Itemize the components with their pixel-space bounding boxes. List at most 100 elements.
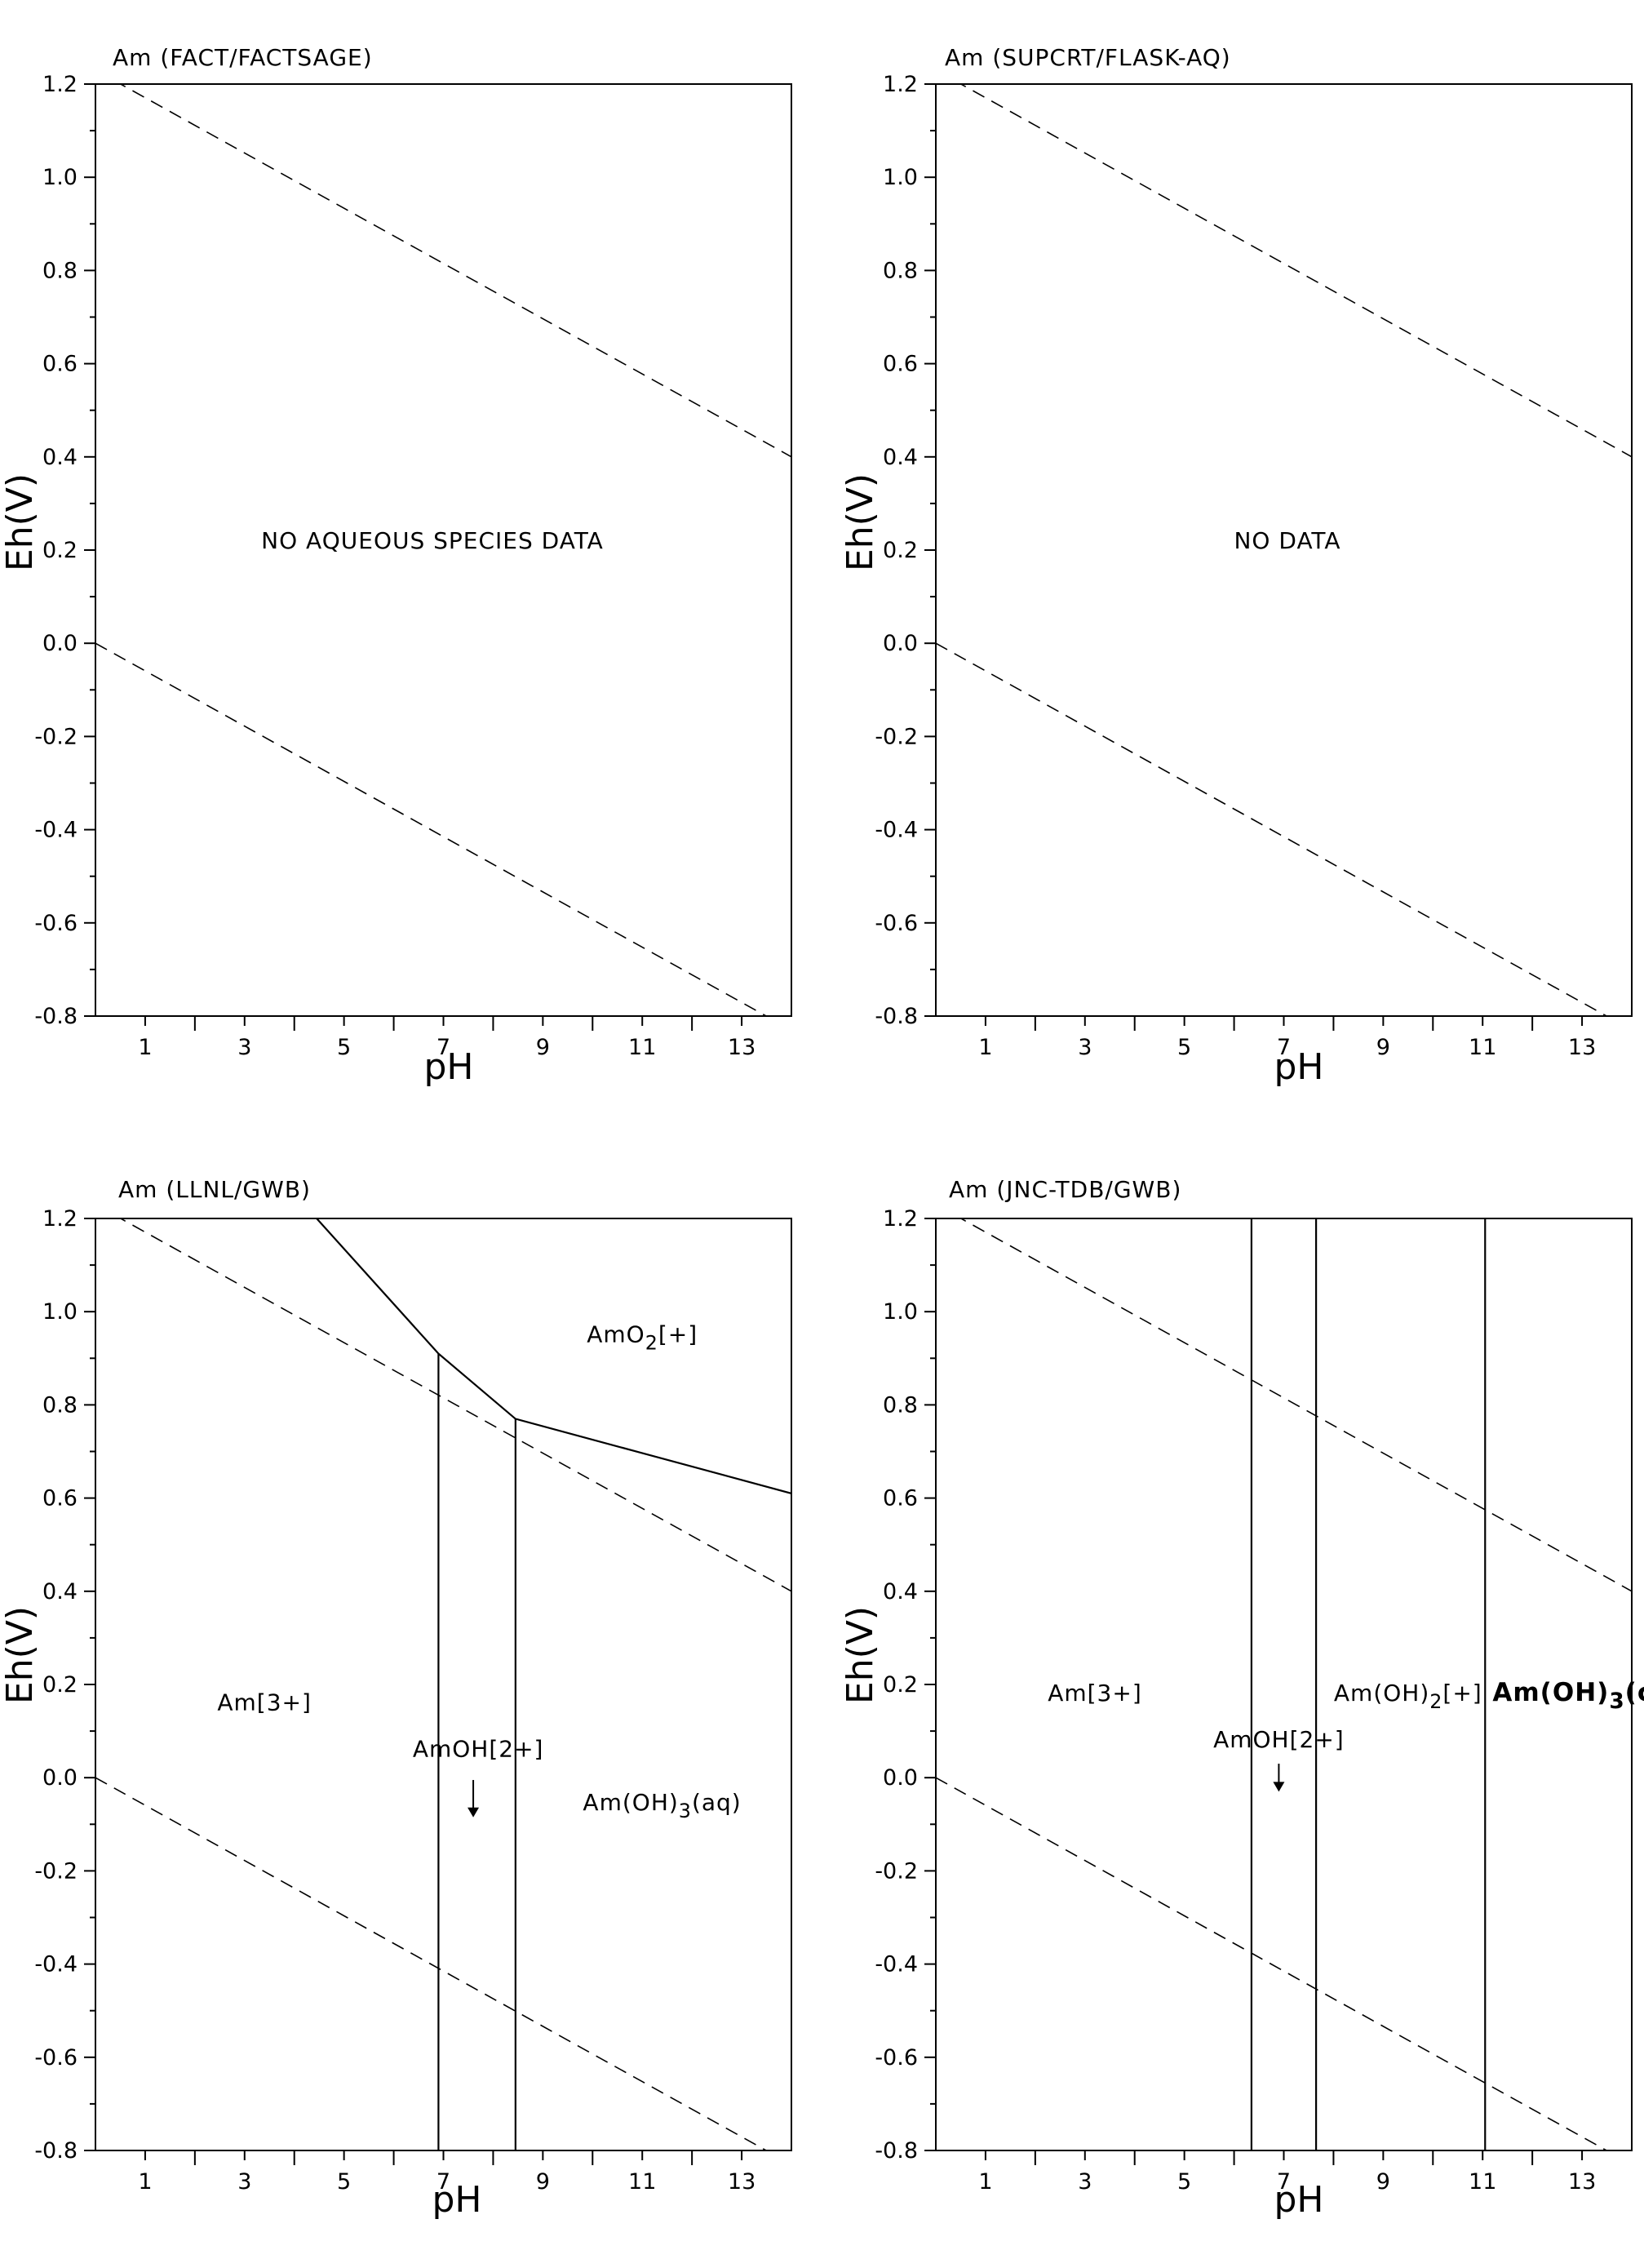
- x-tick-label: 9: [1376, 2169, 1390, 2195]
- x-tick-label: 9: [1376, 1035, 1390, 1060]
- y-tick-label: 0.4: [42, 445, 78, 470]
- plot-content: [936, 84, 1632, 1016]
- region-label-text: Am[3+]: [1048, 1680, 1142, 1707]
- y-tick-label: 0.6: [883, 1486, 918, 1511]
- y-tick-label: 0.6: [42, 352, 78, 377]
- panel-fact-factsage: Am (FACT/FACTSAGE) Eh(V) pH NO AQUEOUS S…: [0, 44, 792, 1088]
- region-label-subscript: 2: [645, 1331, 658, 1354]
- y-tick-label: -0.2: [34, 724, 78, 749]
- y-tick-label: 1.2: [42, 72, 78, 97]
- panel-supcrt-flask-aq: Am (SUPCRT/FLASK-AQ) Eh(V) pH NO DATA 1.…: [840, 44, 1633, 1088]
- y-axis-label: Eh(V): [0, 473, 41, 571]
- arrow-head: [467, 1807, 480, 1818]
- water-stability-line: [119, 1218, 791, 1592]
- water-stability-line: [119, 84, 791, 458]
- region-label-text: (aq): [692, 1789, 742, 1816]
- y-tick-label: 1.2: [883, 72, 918, 97]
- region-label: AmOH[2+]: [413, 1736, 544, 1763]
- x-tick-label: 1: [978, 1035, 992, 1060]
- region-label-text: Am(OH): [1492, 1678, 1609, 1707]
- panel-jnc-tdb-gwb: Am (JNC-TDB/GWB) Eh(V) pH 1.2 1.0 0.8 0.6 0.…: [840, 1176, 1644, 2221]
- x-tick-label: 5: [337, 1035, 351, 1060]
- water-stability-line: [959, 1218, 1632, 1592]
- region-label: AmOH[2+]: [1213, 1726, 1345, 1753]
- x-tick-label: 9: [536, 2169, 550, 2195]
- y-tick-label: -0.4: [875, 818, 918, 843]
- x-axis-label: pH: [423, 1046, 473, 1088]
- region-label-text: AmOH[2+]: [1213, 1726, 1345, 1753]
- x-tick-label: 5: [1177, 1035, 1191, 1060]
- x-tick-label: 11: [628, 2169, 656, 2195]
- water-stability-line: [936, 642, 1608, 1016]
- x-tick-label: 7: [1277, 1035, 1291, 1060]
- x-tick-label: 9: [536, 1035, 550, 1060]
- x-tick-label: 3: [237, 1035, 251, 1060]
- panel-title: Am (JNC-TDB/GWB): [949, 1176, 1181, 1203]
- y-tick-label: 0.6: [42, 1486, 78, 1511]
- y-tick-label: 0.2: [42, 1672, 78, 1698]
- x-axis-label: pH: [432, 2179, 481, 2221]
- y-tick-label: -0.4: [875, 1952, 918, 1977]
- x-tick-label: 7: [436, 2169, 450, 2195]
- region-label-subscript: 3: [1609, 1689, 1624, 1714]
- region-label-text: Am[3+]: [217, 1689, 312, 1715]
- y-tick-label: -0.6: [34, 911, 78, 936]
- y-tick-label: 0.4: [42, 1579, 78, 1604]
- x-axis-label: pH: [1274, 2179, 1323, 2221]
- x-tick-label: 3: [1078, 2169, 1092, 2195]
- region-label: Am(OH)2[+]: [1334, 1680, 1482, 1713]
- region-label: Am[3+]: [1048, 1680, 1142, 1707]
- y-tick-label: 0.0: [883, 1765, 918, 1791]
- y-tick-label: 0.8: [883, 1392, 918, 1418]
- y-tick-label: 0.4: [883, 1579, 918, 1604]
- x-tick-label: 11: [1469, 2169, 1496, 2195]
- y-axis-label: Eh(V): [840, 1606, 881, 1704]
- x-tick-label: 1: [138, 1035, 152, 1060]
- y-tick-label: 1.0: [883, 165, 918, 190]
- y-tick-label: 0.6: [883, 352, 918, 377]
- arrow-head: [1273, 1782, 1285, 1792]
- x-tick-label: 3: [237, 2169, 251, 2195]
- predominance-boundary: [316, 1218, 791, 1494]
- y-tick-label: 1.2: [883, 1206, 918, 1232]
- water-stability-line: [959, 84, 1632, 458]
- x-tick-label: 13: [1568, 2169, 1596, 2195]
- water-stability-line: [936, 1777, 1608, 2150]
- y-tick-label: -0.6: [875, 2045, 918, 2070]
- x-tick-label: 7: [1277, 2169, 1291, 2195]
- y-tick-label: 0.8: [42, 1392, 78, 1418]
- y-tick-label: -0.4: [34, 1952, 78, 1977]
- y-tick-label: 1.0: [42, 1299, 78, 1325]
- x-tick-label: 5: [1177, 2169, 1191, 2195]
- y-tick-label: 1.2: [42, 1206, 78, 1232]
- y-tick-label: 0.0: [42, 1765, 78, 1791]
- no-aqueous-data-note: NO AQUEOUS SPECIES DATA: [261, 527, 604, 554]
- panel-title: Am (FACT/FACTSAGE): [113, 44, 373, 71]
- y-tick-label: -0.2: [875, 1858, 918, 1884]
- y-tick-label: 1.0: [42, 165, 78, 190]
- panel-title: Am (LLNL/GWB): [118, 1176, 311, 1203]
- y-tick-label: -0.8: [875, 1004, 918, 1029]
- y-tick-label: 0.0: [883, 631, 918, 656]
- y-tick-label: 0.8: [42, 258, 78, 283]
- y-axis-label: Eh(V): [840, 473, 881, 571]
- y-tick-label: -0.8: [875, 2138, 918, 2164]
- region-label: AmO2[+]: [587, 1320, 698, 1354]
- y-tick-label: 0.8: [883, 258, 918, 283]
- no-data-note: NO DATA: [1234, 527, 1340, 554]
- x-tick-label: 5: [337, 2169, 351, 2195]
- x-tick-label: 13: [728, 2169, 756, 2195]
- x-tick-label: 1: [138, 2169, 152, 2195]
- y-axis-label: Eh(V): [0, 1606, 41, 1704]
- y-tick-label: 0.2: [883, 538, 918, 563]
- x-tick-label: 13: [728, 1035, 756, 1060]
- region-label-text: Am(OH): [583, 1789, 678, 1816]
- y-tick-label: -0.6: [875, 911, 918, 936]
- y-tick-label: 0.4: [883, 445, 918, 470]
- region-label-text: Am(OH): [1334, 1680, 1429, 1707]
- region-label-subscript: 3: [679, 1800, 692, 1822]
- region-label: Am[3+]: [217, 1689, 312, 1715]
- plot-content: [95, 84, 791, 1016]
- y-tick-label: 0.2: [42, 538, 78, 563]
- panel-llnl-gwb: Am (LLNL/GWB) Eh(V) pH 1.2 1.0 0.8 0.6 0.4 0.…: [0, 1176, 792, 2221]
